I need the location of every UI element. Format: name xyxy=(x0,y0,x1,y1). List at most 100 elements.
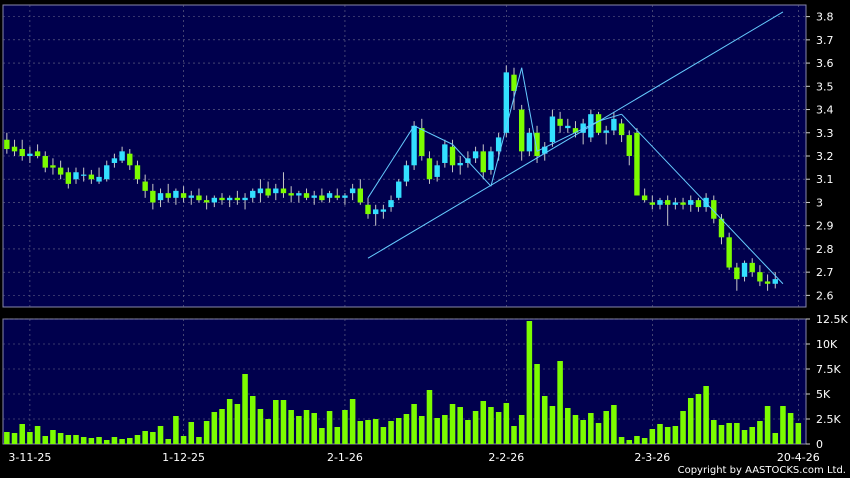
volume-tick-label: 5K xyxy=(816,388,831,401)
candle-body xyxy=(726,237,732,268)
candle-body xyxy=(741,262,748,277)
volume-bar xyxy=(173,416,179,444)
volume-bar xyxy=(457,407,463,444)
volume-bar xyxy=(495,412,502,444)
volume-bar xyxy=(311,413,317,444)
volume-bar xyxy=(595,423,602,444)
candle-body xyxy=(372,209,379,215)
volume-bar xyxy=(334,427,341,444)
candle-body xyxy=(657,200,663,205)
candle-body xyxy=(104,165,110,180)
date-tick-label: 2-2-26 xyxy=(488,451,524,464)
candle-body xyxy=(649,202,656,205)
volume-bar xyxy=(273,400,279,444)
volume-bar xyxy=(603,411,609,444)
candle-body xyxy=(265,188,271,196)
volume-bar xyxy=(57,433,64,444)
candle-body xyxy=(442,144,448,163)
volume-bar xyxy=(96,437,102,444)
volume-bar xyxy=(288,410,294,444)
candle-body xyxy=(111,158,118,163)
candle-body xyxy=(457,162,463,166)
volume-bar xyxy=(795,423,802,444)
volume-bar xyxy=(611,405,617,444)
candle-body xyxy=(296,193,302,196)
candle-body xyxy=(718,218,725,238)
volume-bar xyxy=(165,439,171,444)
candle-body xyxy=(303,193,310,198)
candle-body xyxy=(196,195,202,201)
volume-bar xyxy=(4,432,10,444)
volume-bar xyxy=(580,420,586,444)
price-tick-label: 2.8 xyxy=(816,243,834,256)
trendline xyxy=(521,67,538,152)
candle-body xyxy=(580,123,586,133)
price-tick-label: 3.3 xyxy=(816,127,834,140)
price-tick-label: 3.1 xyxy=(816,173,834,186)
volume-bar xyxy=(280,400,287,444)
trendline xyxy=(490,67,523,187)
volume-bar xyxy=(549,406,556,444)
trendline xyxy=(367,125,415,199)
volume-bar xyxy=(150,432,156,444)
candle-body xyxy=(50,165,56,168)
volume-bar xyxy=(219,409,225,444)
x-axis: 3-11-25 1-12-25 2-1-26 2-2-26 2-3-26 20-4-26 xyxy=(8,451,819,464)
candle-body xyxy=(11,146,18,152)
volume-bar xyxy=(757,421,763,444)
price-tick-label: 3.4 xyxy=(816,104,834,117)
candle-body xyxy=(188,195,194,198)
date-tick-label: 20-4-26 xyxy=(777,451,820,464)
candle-body xyxy=(626,135,632,156)
volume-bar xyxy=(196,437,202,444)
volume-bar xyxy=(734,423,740,444)
candle-body xyxy=(73,172,79,180)
trendline xyxy=(621,113,784,285)
volume-bar xyxy=(449,404,456,444)
volume-bar xyxy=(434,418,440,444)
candle-body xyxy=(203,200,210,203)
volume-bar xyxy=(319,428,325,444)
candle-body xyxy=(672,202,679,205)
candle-body xyxy=(603,130,609,133)
candle-body xyxy=(334,195,340,198)
candle-body xyxy=(311,195,317,198)
volume-bar xyxy=(342,410,348,444)
volume-tick-label: 2.5K xyxy=(816,413,841,426)
volume-bar xyxy=(526,321,533,444)
volume-bar xyxy=(203,421,210,444)
price-tick-label: 3.8 xyxy=(816,11,834,24)
volume-bar xyxy=(188,422,195,444)
volume-bar xyxy=(27,432,33,444)
volume-bar xyxy=(672,426,679,444)
volume-bar xyxy=(726,423,732,444)
candle-body xyxy=(42,156,48,168)
price-tick-label: 3 xyxy=(816,196,823,209)
volume-bar xyxy=(326,411,333,444)
volume-bar xyxy=(657,424,663,444)
volume-bar xyxy=(626,440,633,444)
volume-bar xyxy=(764,406,771,444)
volume-bar xyxy=(465,420,471,444)
volume-bar xyxy=(511,426,517,444)
candle-body xyxy=(518,109,525,152)
candle-body xyxy=(127,153,133,166)
candle-body xyxy=(219,197,225,201)
candle-body xyxy=(488,151,494,170)
candle-body xyxy=(618,123,625,136)
volume-bar xyxy=(480,401,487,444)
volume-bar xyxy=(534,364,540,444)
volume-bar xyxy=(419,416,425,444)
volume-bar xyxy=(718,425,725,444)
candle-body xyxy=(250,190,256,198)
trendline xyxy=(367,11,784,259)
volume-bar xyxy=(426,390,433,444)
volume-bar xyxy=(296,416,302,444)
candle-body xyxy=(119,151,125,161)
volume-bar xyxy=(388,421,394,444)
volume-bar xyxy=(787,413,794,444)
volume-bar xyxy=(541,396,548,444)
volume-bar xyxy=(442,415,448,444)
candle-body xyxy=(557,118,563,126)
